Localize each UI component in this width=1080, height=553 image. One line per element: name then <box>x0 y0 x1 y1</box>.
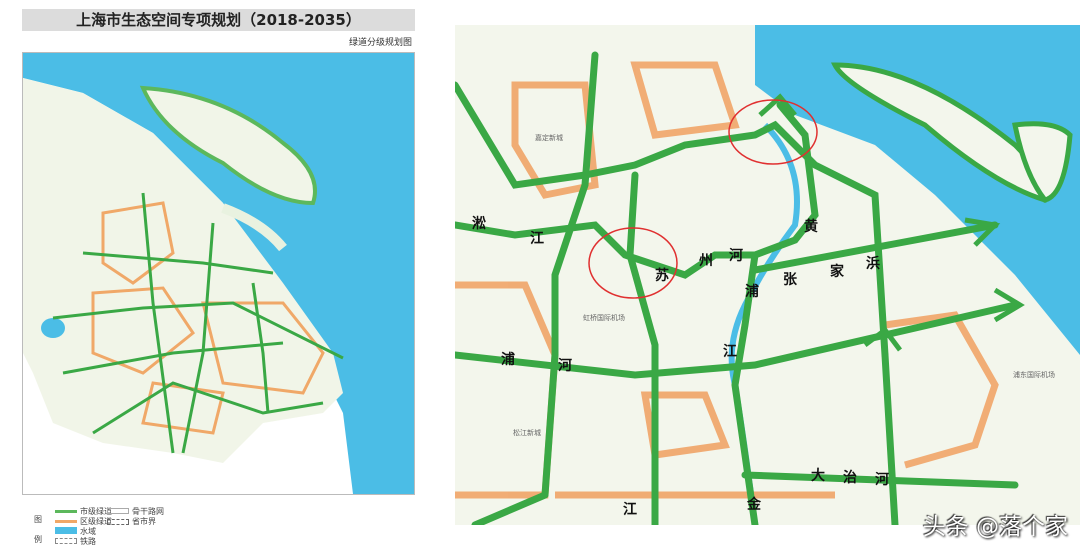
river-label: 河 <box>729 247 743 264</box>
legend-label: 铁路 <box>80 537 96 546</box>
legend-label: 骨干路网 <box>132 507 164 516</box>
legend-label: 水域 <box>80 527 96 536</box>
map-subtitle: 绿道分级规划图 <box>348 38 412 48</box>
river-label: 浜 <box>866 255 880 272</box>
river-label: 家 <box>830 263 845 280</box>
river-label: 大 <box>811 467 825 484</box>
legend-label: 省市界 <box>132 517 156 526</box>
highlight-circle <box>588 227 678 299</box>
legend-heading: 图 <box>34 515 42 524</box>
detail-map-canvas: 淞 江 苏 州 河 黄 浦 张 家 浜 江 浦 河 大 治 河 江 金 嘉定新城… <box>451 25 1080 529</box>
legend-swatch <box>107 508 129 514</box>
river-label: 浦 <box>501 351 515 368</box>
river-label: 治 <box>843 469 857 486</box>
city-greenways <box>451 51 1019 529</box>
legend-swatch <box>55 527 77 534</box>
detail-map: 淞 江 苏 州 河 黄 浦 张 家 浜 江 浦 河 大 治 河 江 金 嘉定新城… <box>451 25 1080 529</box>
legend-label: 市级绿道 <box>80 507 112 516</box>
river-label: 金 <box>746 496 762 513</box>
legend-label: 区级绿道 <box>80 517 112 526</box>
river-label: 苏 <box>655 267 669 284</box>
legend: 图 例 市级绿道 区级绿道 水域 铁路 骨干路网 省市界 <box>22 500 222 550</box>
place-label: 松江新城 <box>513 428 541 437</box>
river-label: 江 <box>530 230 544 247</box>
highlight-circle <box>728 99 818 165</box>
place-label: 嘉定新城 <box>535 133 563 142</box>
place-label: 虹桥国际机场 <box>583 313 625 322</box>
river-label: 江 <box>723 343 737 360</box>
river-label: 黄 <box>804 218 818 235</box>
chongming-island <box>139 85 317 206</box>
overview-map <box>22 52 415 495</box>
river-label: 江 <box>623 501 637 518</box>
yangtze-water <box>755 25 1080 355</box>
legend-swatch <box>55 538 77 544</box>
river-label: 张 <box>783 272 798 288</box>
legend-swatch <box>55 520 77 523</box>
watermark: 头条 @落个家 <box>922 514 1068 540</box>
sea-water <box>23 53 414 494</box>
river-label: 河 <box>875 471 889 488</box>
place-label: 浦东国际机场 <box>1013 370 1055 379</box>
map-title: 上海市生态空间专项规划（2018-2035） <box>22 9 415 31</box>
river-label: 淞 <box>472 215 486 232</box>
dianshan-lake <box>41 318 65 338</box>
legend-heading: 例 <box>34 535 42 544</box>
island <box>1012 121 1073 203</box>
legend-swatch <box>107 519 129 525</box>
overview-map-canvas <box>23 53 414 494</box>
city-greenways <box>52 192 344 454</box>
legend-swatch <box>55 510 77 513</box>
river-label: 州 <box>698 253 713 269</box>
river-label: 河 <box>558 357 572 374</box>
arrowheads <box>758 93 1025 352</box>
river-label: 浦 <box>745 283 759 300</box>
